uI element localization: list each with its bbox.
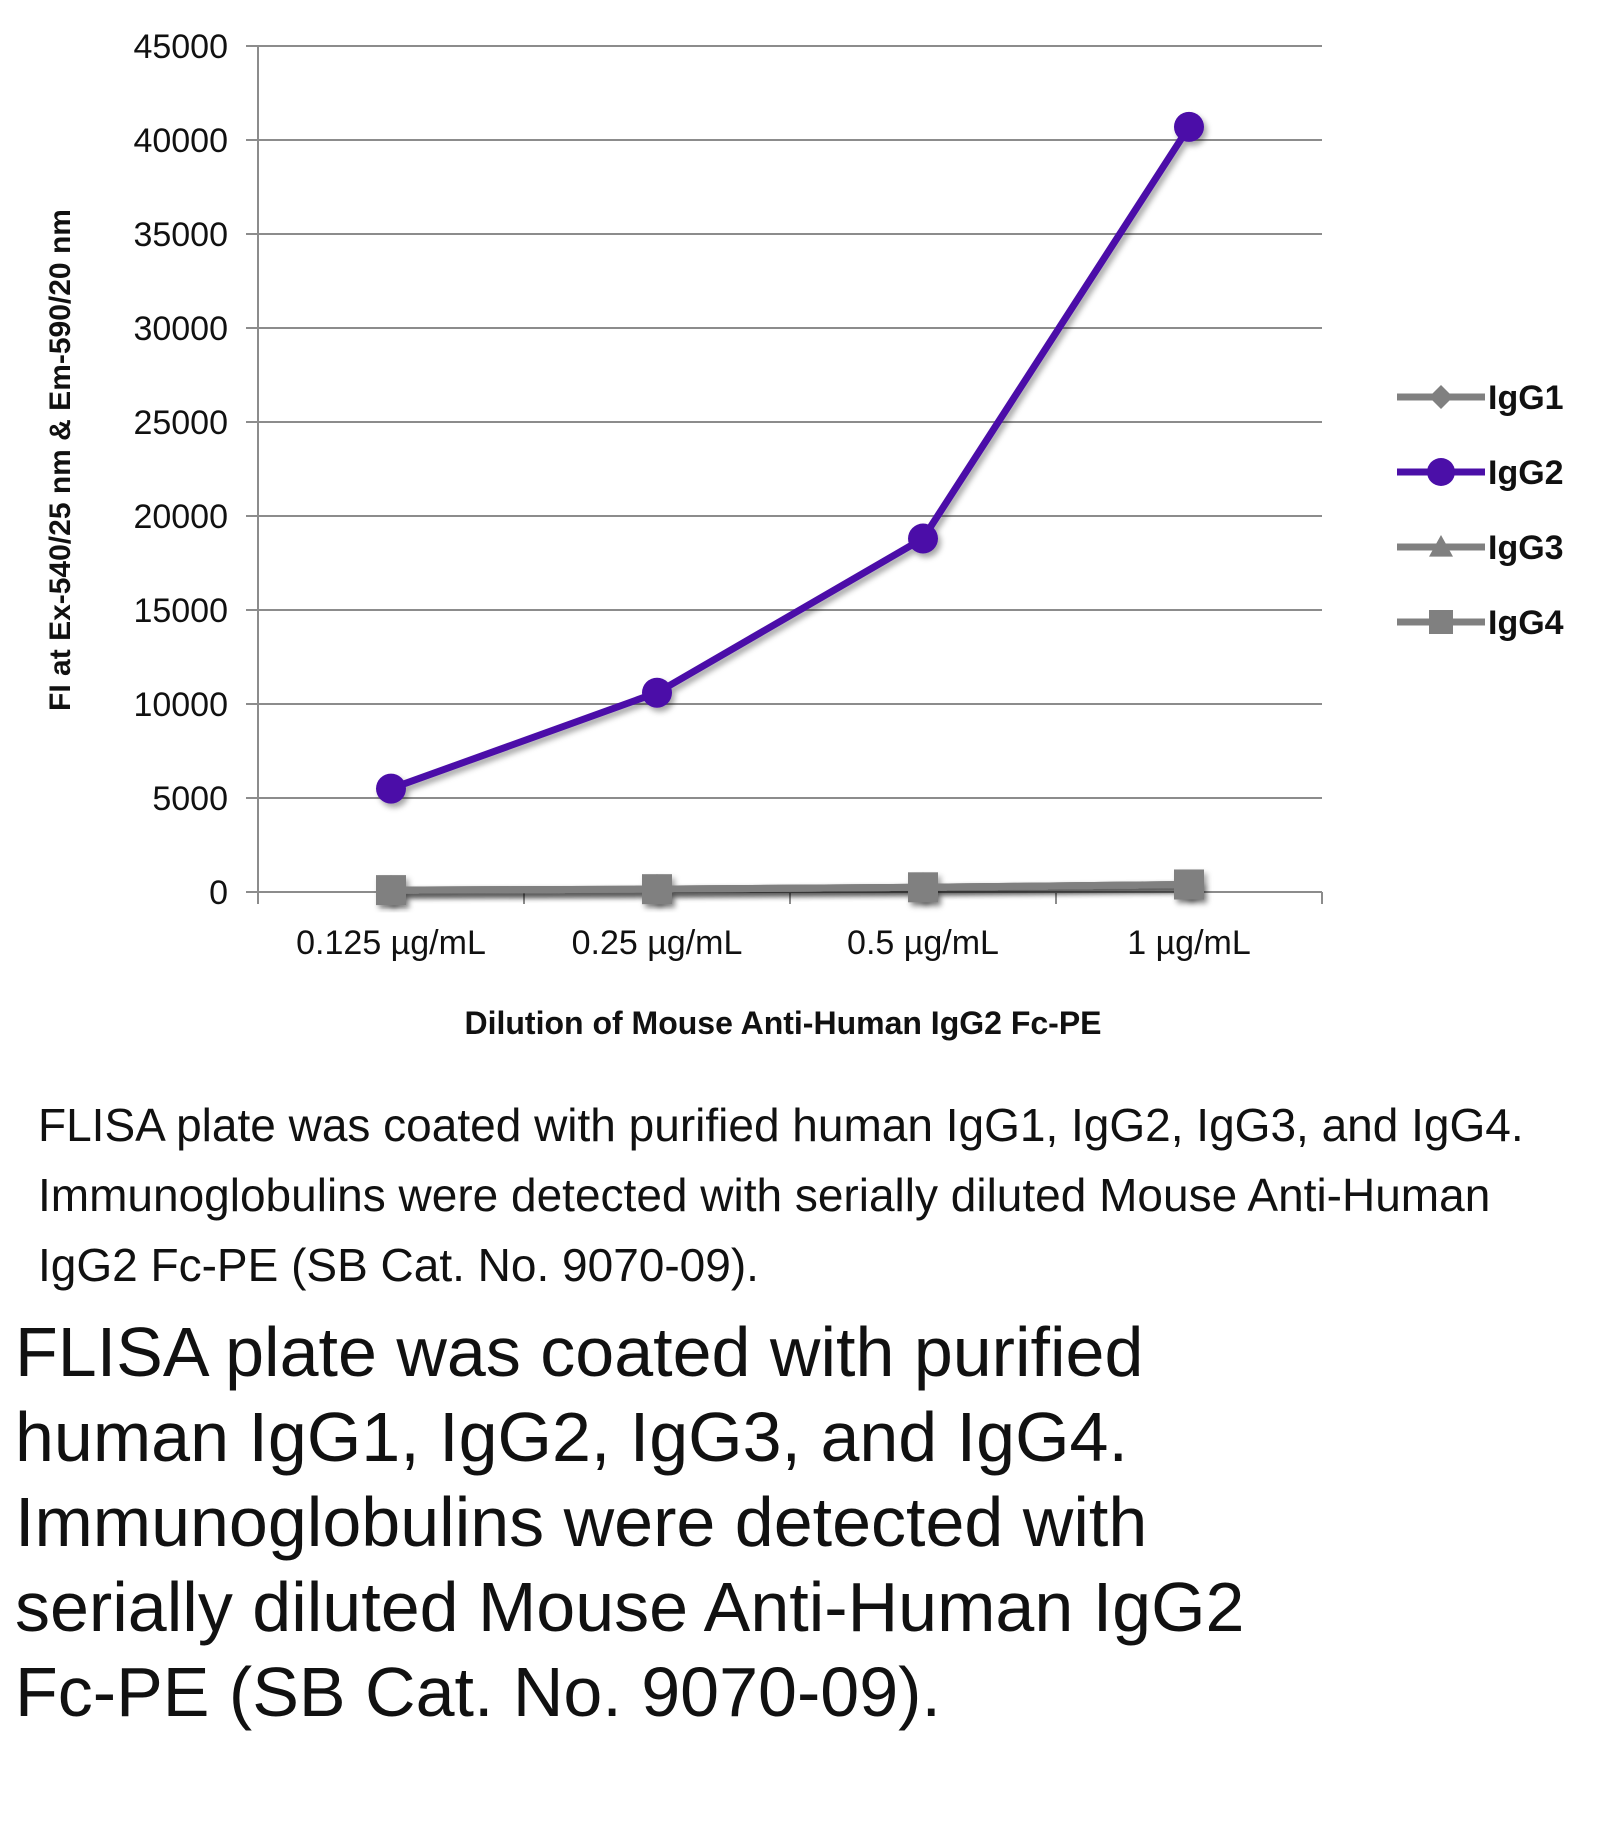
y-tick-labels: 0 5000 10000 15000 20000 25000 30000 35000 40000… [133, 28, 228, 912]
legend: IgG1 IgG2 IgG3 IgG4 [1397, 379, 1564, 642]
gridlines [258, 45, 1322, 799]
x-tick-label: 0.5 µg/mL [847, 924, 999, 962]
x-tick-label: 0.125 µg/mL [296, 924, 486, 962]
data-point-circle [1174, 111, 1204, 142]
y-tick-label: 45000 [133, 28, 228, 66]
legend-label: IgG4 [1488, 604, 1564, 642]
legend-marker-icon [1427, 458, 1455, 486]
data-point-circle [376, 773, 406, 804]
legend-item-igg1: IgG1 [1397, 379, 1564, 417]
y-tick-label: 20000 [133, 498, 228, 536]
y-tick-label: 30000 [133, 310, 228, 348]
x-axis-label: Dilution of Mouse Anti-Human IgG2 Fc-PE [464, 1005, 1101, 1041]
series-igg2 [376, 111, 1204, 804]
legend-label: IgG1 [1488, 379, 1564, 417]
data-point-circle [908, 523, 938, 554]
legend-marker-icon [1429, 385, 1453, 409]
series-group [376, 111, 1204, 906]
data-point-square [1174, 869, 1204, 900]
figure-caption: FLISA plate was coated with purified hum… [38, 1099, 1524, 1291]
x-tick-label: 1 µg/mL [1127, 924, 1251, 962]
y-axis-label: FI at Ex-540/25 nm & Em-590/20 nm [44, 209, 77, 711]
y-tick-label: 10000 [133, 686, 228, 724]
figure-caption-large: FLISA plate was coated with purified hum… [15, 1313, 1245, 1731]
legend-item-igg3: IgG3 [1397, 529, 1564, 567]
data-point-circle [642, 677, 672, 708]
y-tick-label: 0 [209, 874, 228, 912]
legend-item-igg4: IgG4 [1397, 604, 1564, 642]
legend-marker-icon [1429, 535, 1453, 557]
data-point-square [908, 872, 938, 903]
x-tick-labels: 0.125 µg/mL 0.25 µg/mL 0.5 µg/mL 1 µg/mL [296, 924, 1251, 962]
y-tick-label: 40000 [133, 122, 228, 160]
y-tick-label: 5000 [152, 780, 228, 818]
series-line [389, 124, 1192, 792]
y-tick-label: 35000 [133, 216, 228, 254]
y-tick-label: 25000 [133, 404, 228, 442]
series-igg4 [376, 869, 1204, 906]
legend-label: IgG2 [1488, 454, 1564, 492]
data-point-square [376, 875, 406, 906]
line-chart: 0 5000 10000 15000 20000 25000 30000 35000 40000… [44, 28, 1564, 1041]
y-tick-label: 15000 [133, 592, 228, 630]
data-point-square [642, 874, 672, 905]
legend-marker-icon [1429, 610, 1453, 634]
x-tick-label: 0.25 µg/mL [572, 924, 743, 962]
series-line [390, 880, 1190, 894]
legend-label: IgG3 [1488, 529, 1564, 567]
legend-item-igg2: IgG2 [1397, 454, 1564, 492]
